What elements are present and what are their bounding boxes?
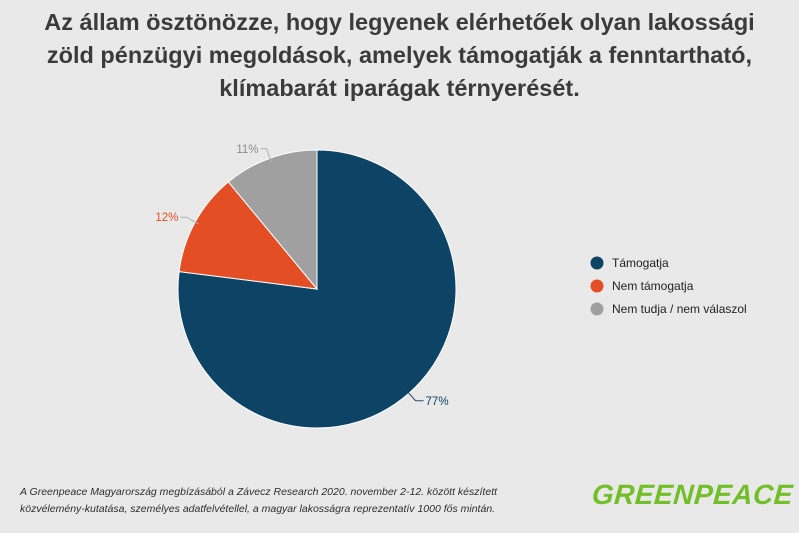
leader-line-tamogatja bbox=[405, 389, 424, 402]
data-label-nem-tamogatja: 12% bbox=[155, 212, 178, 224]
greenpeace-logo: GREENPEACE bbox=[590, 479, 795, 510]
footnote-line-1: A Greenpeace Magyarország megbízásából a… bbox=[20, 486, 498, 498]
data-label-tamogatja: 77% bbox=[426, 396, 449, 408]
legend-swatch-nem-tudja-nem-valaszol bbox=[590, 302, 604, 316]
leader-line-nem-tudja-nem-valaszol bbox=[260, 148, 272, 163]
legend-swatch-tamogatja bbox=[590, 256, 604, 270]
legend-swatch-nem-tamogatja bbox=[590, 279, 604, 293]
source-footnote: A Greenpeace Magyarország megbízásából a… bbox=[20, 484, 560, 518]
data-label-nem-tudja-nem-valaszol: 11% bbox=[236, 144, 258, 156]
legend-label-tamogatja: Támogatja bbox=[612, 256, 669, 270]
pie-slices bbox=[177, 149, 457, 429]
legend-label-nem-tudja-nem-valaszol: Nem tudja / nem válaszol bbox=[612, 302, 747, 316]
leader-line-nem-tamogatja bbox=[180, 216, 199, 225]
chart-title: Az állam ösztönözze, hogy legyenek elérh… bbox=[44, 9, 755, 101]
footnote-line-2: közvélemény-kutatása, személyes adatfelv… bbox=[20, 503, 496, 515]
legend-label-nem-tamogatja: Nem támogatja bbox=[612, 279, 694, 293]
data-labels: 77% 12% 11% bbox=[155, 144, 448, 408]
pie-chart: 77% 12% 11% Támogatja Nem támogatja Nem tudj… bbox=[155, 144, 747, 429]
legend: Támogatja Nem támogatja Nem tudja / nem vá… bbox=[590, 256, 747, 316]
